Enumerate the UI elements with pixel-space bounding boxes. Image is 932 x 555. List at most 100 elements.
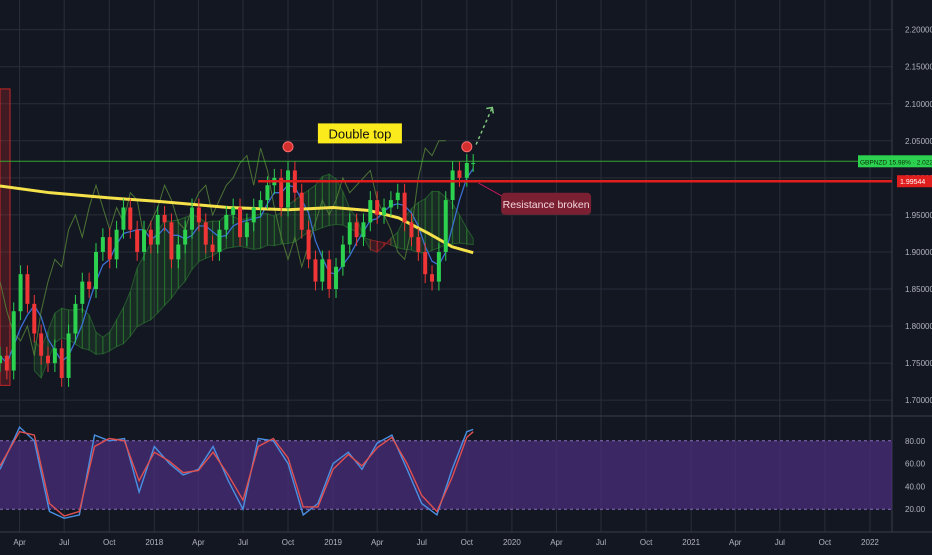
candle-body	[368, 200, 373, 223]
candle-body	[258, 200, 263, 208]
cloud-segment	[0, 88, 11, 386]
candle-body	[87, 281, 92, 290]
price-tick-label: 2.15000	[905, 63, 932, 72]
cloud-segment	[95, 331, 104, 355]
time-tick-label: Oct	[103, 538, 116, 547]
kijun-line	[0, 168, 474, 365]
candle-body	[251, 207, 256, 223]
stoch-band	[0, 440, 892, 510]
labels: Double top Resistance broken	[317, 123, 592, 215]
cloud-segment	[362, 235, 371, 252]
cloud-segment	[136, 253, 145, 328]
stoch-d-line	[0, 430, 474, 517]
candle-body	[388, 200, 393, 208]
candle-body	[107, 237, 112, 260]
stoch-tick-label: 80.00	[905, 437, 926, 446]
candle-body	[176, 244, 181, 260]
price-tick-label: 2.20000	[905, 26, 932, 35]
candle-body	[114, 229, 119, 260]
cloud-segment	[383, 237, 392, 248]
candle-body	[94, 251, 99, 290]
price-tick-label: 2.05000	[905, 137, 932, 146]
cloud-segment	[376, 240, 385, 254]
candle-body	[52, 348, 57, 364]
candle-body	[334, 266, 339, 290]
price-tick-label: 1.80000	[905, 322, 932, 331]
time-tick-label: 2021	[682, 538, 700, 547]
candle-body	[244, 222, 249, 238]
cloud-segment	[458, 214, 468, 245]
candle-body	[210, 244, 215, 252]
price-tick-label: 1.95000	[905, 211, 932, 220]
cloud-segment	[266, 212, 275, 247]
time-tick-label: Apr	[13, 538, 26, 547]
candle-body	[148, 229, 153, 245]
stoch-tick-label: 60.00	[905, 460, 926, 469]
cloud-segment	[369, 239, 378, 253]
stoch-tick-label: 40.00	[905, 482, 926, 491]
cloud-segment	[54, 307, 63, 344]
time-tick-label: 2018	[145, 538, 163, 547]
time-tick-label: Apr	[550, 538, 563, 547]
candle-body	[395, 192, 400, 201]
time-tick-label: 2020	[503, 538, 521, 547]
time-tick-label: Apr	[192, 538, 205, 547]
candle-body	[155, 214, 160, 245]
cloud-segment	[116, 305, 124, 348]
candle-body	[286, 170, 291, 208]
overlays	[0, 106, 892, 183]
candle-body	[190, 207, 195, 230]
cloud-segment	[335, 177, 344, 226]
time-tick-label: Jul	[596, 538, 606, 547]
cloud-segment	[431, 190, 440, 252]
candle-body	[299, 192, 304, 230]
candle-body	[80, 281, 85, 304]
candle-body	[382, 207, 387, 215]
stochastic-pane: 80.00 60.00 40.00 20.00	[0, 425, 926, 520]
candles	[0, 154, 476, 387]
time-tick-label: Oct	[461, 538, 474, 547]
resistance-label: Resistance broken	[503, 199, 590, 211]
candle-body	[464, 163, 469, 178]
price-tick-label: 1.85000	[905, 285, 932, 294]
candle-body	[0, 355, 2, 364]
candle-body	[59, 348, 64, 378]
candle-body	[416, 237, 421, 252]
time-tick-label: 2022	[861, 538, 879, 547]
candle-body	[46, 355, 51, 364]
cloud-segment	[466, 226, 474, 246]
candle-body	[25, 274, 30, 304]
candle-body	[443, 200, 448, 252]
axes: 2.200002.150002.100002.050002.000001.950…	[13, 26, 932, 547]
double-top-callout	[317, 123, 402, 144]
cloud-segment	[260, 213, 268, 250]
resistance-price-label: 1.99544	[900, 179, 925, 186]
candle-body	[135, 229, 140, 252]
price-tick-label: 1.75000	[905, 359, 932, 368]
candle-body	[4, 355, 9, 371]
cloud-segment	[122, 291, 131, 345]
candle-body	[162, 214, 167, 223]
candle-body	[471, 163, 476, 165]
candle-body	[121, 207, 126, 230]
time-tick-label: Oct	[282, 538, 295, 547]
stoch-tick-label: 20.00	[905, 505, 926, 514]
cloud-segment	[143, 241, 152, 324]
candle-body	[409, 222, 414, 238]
sma-line	[0, 184, 474, 255]
candle-body	[436, 251, 441, 282]
cloud-segment	[273, 211, 282, 247]
time-tick-label: Oct	[819, 538, 832, 547]
double-top-label: Double top	[328, 126, 391, 141]
current-price-label: GBPNZD 15.98% · 2.02236	[860, 159, 932, 166]
candle-body	[340, 244, 345, 267]
candle-body	[375, 200, 380, 215]
candle-body	[279, 177, 284, 208]
cloud-segment	[424, 190, 433, 254]
candle-body	[327, 259, 332, 290]
candle-body	[306, 229, 311, 260]
ichimoku-cloud	[0, 88, 474, 386]
resistance-price-badge	[897, 175, 932, 188]
